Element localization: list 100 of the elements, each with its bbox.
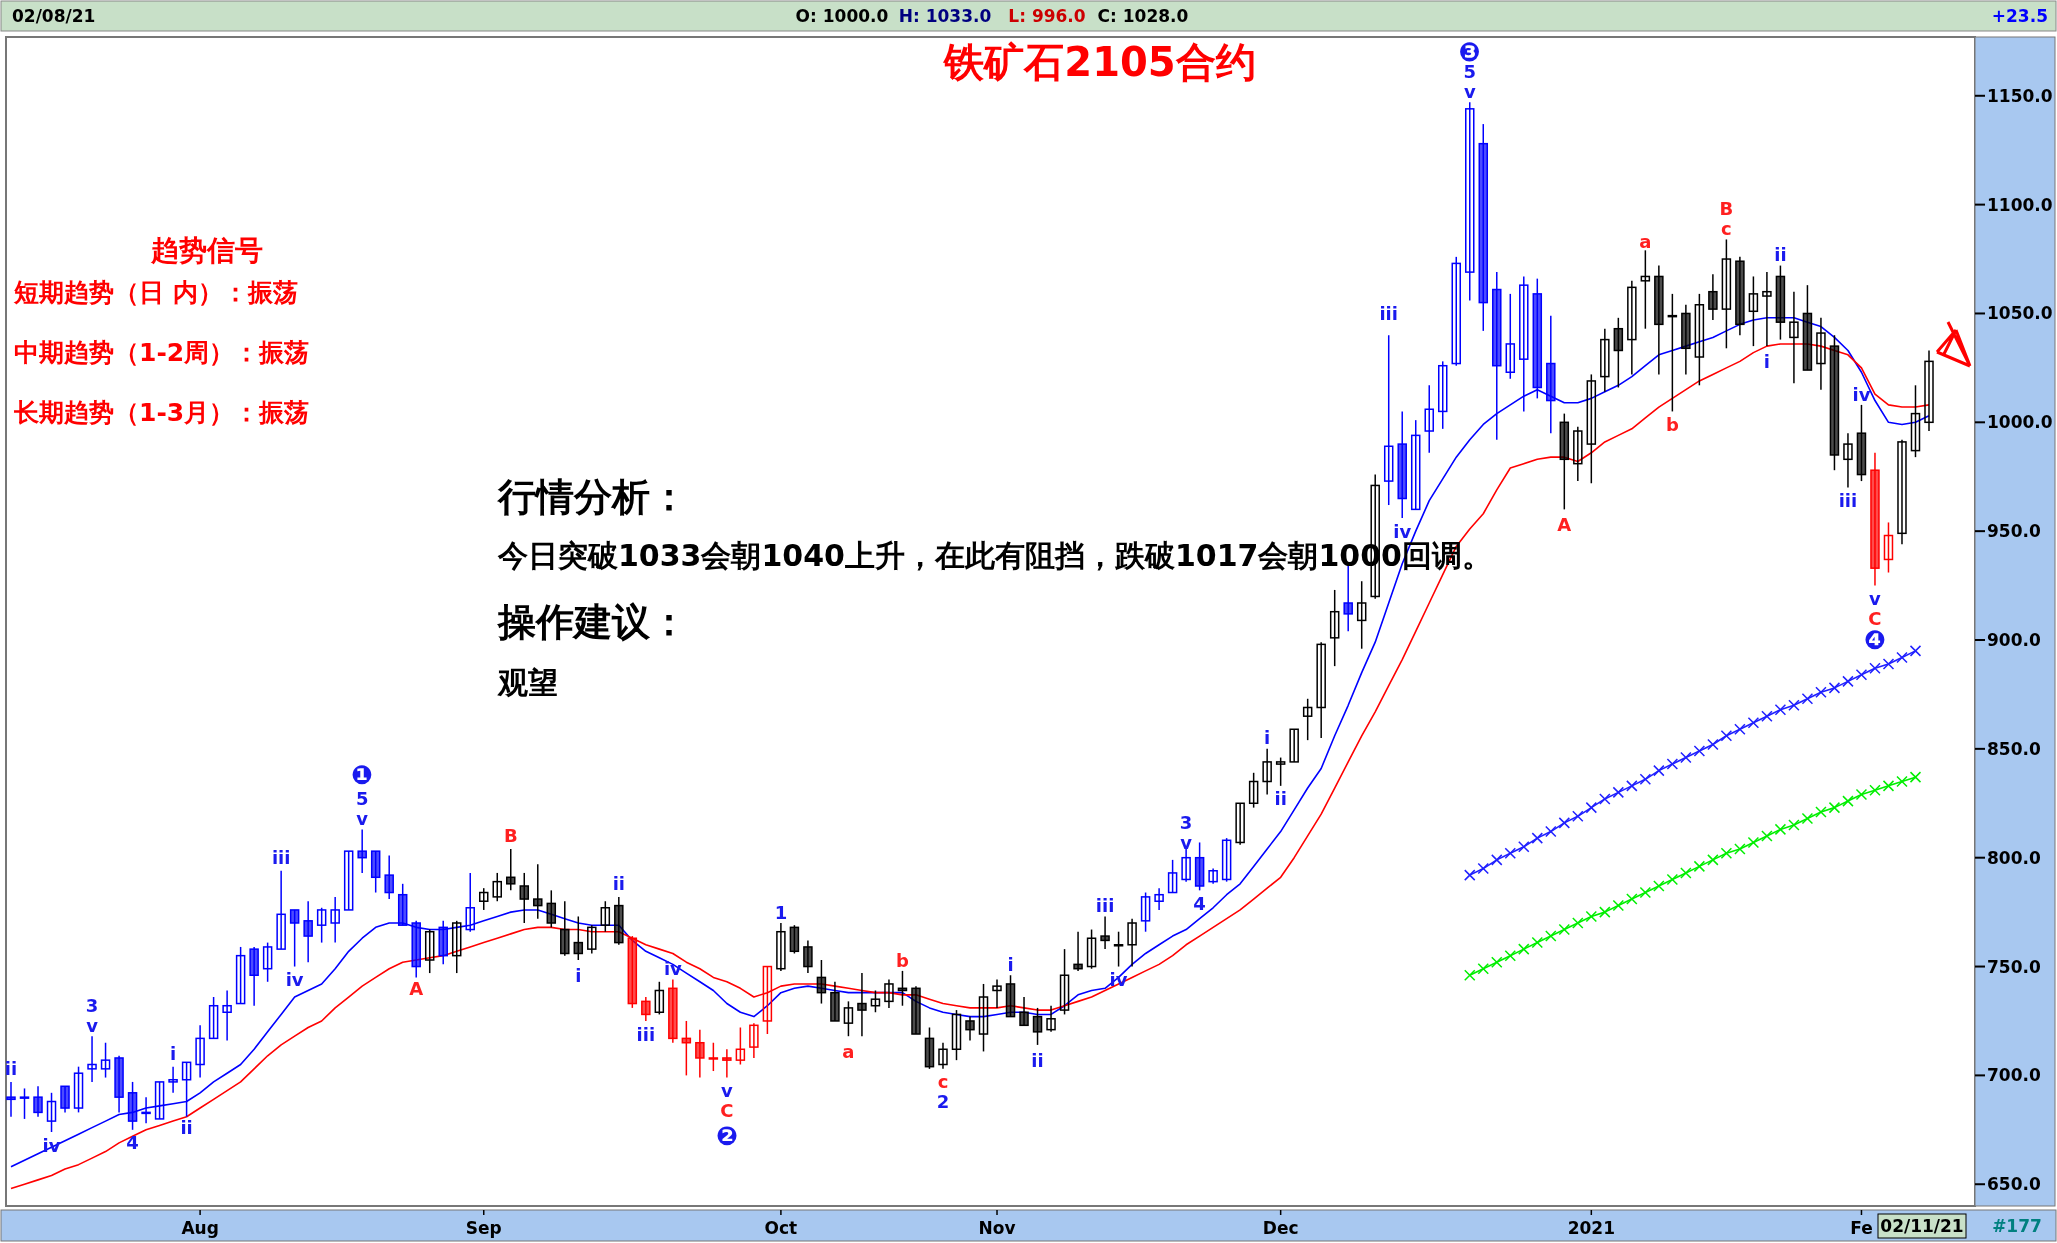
candlestick <box>1113 930 1124 968</box>
candlestick <box>1302 698 1313 741</box>
point <box>1531 936 1544 949</box>
candlestick <box>1600 327 1610 393</box>
point <box>1720 847 1733 860</box>
annotation: 2 <box>936 1091 950 1113</box>
candlestick <box>19 1087 30 1120</box>
candlestick <box>857 972 867 1037</box>
annotation: B <box>1719 198 1734 220</box>
annotation: 观望 <box>497 664 558 700</box>
candlestick <box>965 1015 975 1042</box>
point <box>1909 645 1922 657</box>
point <box>1747 836 1760 849</box>
point <box>1869 662 1881 675</box>
point <box>1761 710 1773 722</box>
annotation: v <box>1463 80 1476 102</box>
candlestick <box>303 900 313 963</box>
candlestick <box>1019 996 1029 1027</box>
point <box>1545 930 1557 942</box>
candlestick <box>776 922 786 972</box>
point <box>1801 693 1814 705</box>
candlestick <box>1262 748 1272 796</box>
point <box>1869 784 1881 796</box>
point <box>1680 751 1692 764</box>
point <box>1464 869 1476 881</box>
annotation: iii <box>1838 490 1858 512</box>
point <box>1545 825 1557 838</box>
x-tick-label: Nov <box>978 1218 1016 1238</box>
x-tick-label: Fe <box>1850 1218 1873 1238</box>
text: 02/11/21 <box>1880 1216 1964 1236</box>
candlestick <box>1059 948 1070 1016</box>
annotation: iv <box>285 969 304 991</box>
candlestick <box>1208 867 1218 885</box>
candlestick <box>195 1024 205 1079</box>
annotation: B <box>503 825 518 847</box>
point <box>1558 817 1571 829</box>
candlestick <box>46 1092 57 1133</box>
candlestick <box>316 907 327 944</box>
point <box>1747 716 1760 729</box>
candlestick <box>1586 373 1597 485</box>
annotation: 趋势信号 <box>150 233 263 267</box>
point <box>1855 788 1868 801</box>
annotation: 操作建议： <box>497 600 688 644</box>
annotation: i <box>1007 953 1014 975</box>
candlestick <box>1924 349 1934 432</box>
point <box>1788 699 1800 712</box>
candlestick <box>1329 589 1340 667</box>
candlestick <box>1721 238 1732 350</box>
annotation: iii <box>1095 895 1115 917</box>
y-tick-label: 1050.0 <box>1987 303 2053 324</box>
x-tick-label: Sep <box>465 1218 502 1238</box>
point <box>1531 832 1544 844</box>
point <box>1896 651 1908 664</box>
candlestick <box>789 924 800 955</box>
annotation: a <box>1639 231 1652 253</box>
candlestick <box>843 1000 854 1037</box>
candlestick <box>1221 837 1232 883</box>
candlestick <box>870 989 881 1014</box>
y-tick-label: 700.0 <box>1987 1065 2041 1086</box>
point <box>1504 847 1517 860</box>
candlestick <box>492 872 502 902</box>
x-tick-label: 2021 <box>1567 1218 1615 1238</box>
point <box>1801 812 1814 825</box>
candlestick <box>816 959 827 1005</box>
point <box>1491 854 1503 866</box>
candlestick <box>722 1048 732 1079</box>
candlestick <box>1451 256 1461 367</box>
candlestick <box>1248 772 1259 809</box>
candlestick <box>1910 384 1921 458</box>
annotation: v <box>1180 831 1193 853</box>
candlestick <box>1289 728 1299 763</box>
candlestick <box>749 1022 759 1059</box>
point <box>1896 775 1908 788</box>
candlestick <box>1410 419 1421 511</box>
y-tick-label: 650.0 <box>1987 1174 2041 1195</box>
candlestick <box>1167 859 1178 894</box>
candlestick <box>654 981 665 1016</box>
point <box>1693 860 1706 873</box>
point <box>1909 771 1922 783</box>
annotation: b <box>1665 413 1679 435</box>
candlestick <box>1762 271 1772 347</box>
candlestick <box>1640 249 1651 330</box>
candlestick <box>708 1041 719 1072</box>
candlestick <box>424 928 435 974</box>
annotation: ❶ <box>351 759 374 790</box>
annotation: v <box>1869 588 1882 610</box>
point <box>1734 723 1746 736</box>
candlestick <box>60 1085 70 1114</box>
candlestick <box>884 978 894 1009</box>
point <box>1828 682 1841 694</box>
annotation: 短期趋势（日 内）：振荡 <box>13 277 298 307</box>
point <box>1761 830 1773 842</box>
annotation: iv <box>663 958 683 980</box>
y-tick-label: 850.0 <box>1987 738 2041 759</box>
point <box>1666 758 1679 770</box>
candlestick <box>73 1065 84 1114</box>
candlestick <box>208 996 219 1040</box>
candlestick <box>1032 1007 1043 1046</box>
point <box>1491 956 1503 968</box>
x-tick-label: Oct <box>764 1218 798 1238</box>
